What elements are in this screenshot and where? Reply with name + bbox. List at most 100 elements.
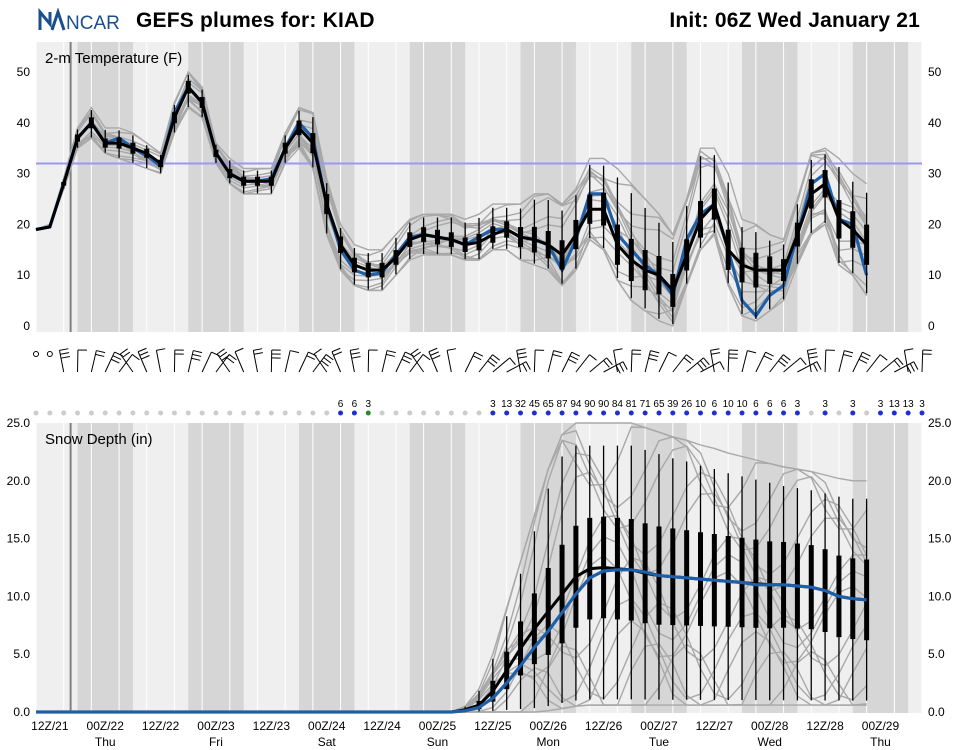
- y-tick-label: 10: [928, 268, 942, 282]
- wind-barb: [409, 354, 431, 373]
- ncar-logo-icon: [38, 8, 66, 31]
- wind-barb: [783, 357, 807, 373]
- probability-dot: [296, 410, 302, 416]
- probability-label: 71: [640, 399, 652, 410]
- wind-barb: [880, 357, 904, 373]
- probability-label: 90: [598, 399, 610, 410]
- probability-dot: [614, 410, 620, 416]
- wind-barb: [118, 354, 140, 373]
- wind-barb: [806, 348, 818, 373]
- x-day-label: Wed: [757, 735, 781, 749]
- y-tick-label: 10.0: [7, 589, 31, 603]
- probability-dot: [324, 410, 330, 416]
- probability-label: 13: [501, 399, 513, 410]
- wind-barb: [516, 348, 528, 373]
- probability-dot: [476, 410, 482, 416]
- time-axis: 12Z/21 00Z/22 Thu 12Z/22 00Z/23 Fri 12Z/23 00Z/…: [31, 719, 899, 749]
- probability-dot: [227, 410, 233, 416]
- probability-dot: [836, 410, 842, 416]
- probability-label: 10: [723, 399, 735, 410]
- probability-dot: [434, 410, 440, 416]
- night-band: [409, 423, 466, 713]
- wind-barb: [589, 357, 613, 373]
- probability-dot: [781, 410, 787, 416]
- y-tick-label: 5.0: [928, 647, 945, 661]
- probability-dot: [88, 410, 94, 416]
- y-tick-label: 50: [928, 65, 942, 79]
- wind-barb: [478, 354, 500, 373]
- x-tick-label: 00Z/25: [419, 719, 457, 733]
- wind-barb: [644, 350, 660, 373]
- ncar-logo: NCAR: [38, 8, 120, 34]
- probability-label: 3: [850, 399, 856, 410]
- probability-dot: [850, 410, 856, 416]
- night-band: [852, 423, 909, 713]
- probability-dot: [739, 410, 745, 416]
- wind-barb: [312, 354, 334, 373]
- x-tick-label: 12Z/23: [253, 719, 291, 733]
- wind-barb: [727, 349, 738, 373]
- probability-dot: [462, 410, 468, 416]
- x-tick-label: 00Z/28: [751, 719, 789, 733]
- wind-barb: [137, 347, 150, 373]
- night-band: [299, 423, 355, 713]
- probability-dot: [255, 410, 260, 416]
- probability-label: 84: [612, 399, 624, 410]
- probability-dot: [573, 410, 579, 416]
- probability-dot: [241, 410, 247, 416]
- probability-dot: [171, 410, 177, 416]
- probability-dot: [130, 410, 136, 416]
- probability-dot: [282, 410, 288, 416]
- wind-barb: [769, 354, 791, 373]
- wind-barb: [603, 361, 628, 374]
- probability-dot: [891, 410, 897, 416]
- x-tick-label: 00Z/29: [862, 719, 900, 733]
- wind-barb: [464, 351, 484, 373]
- probability-label: 39: [667, 399, 679, 410]
- y-tick-label: 20: [17, 217, 31, 231]
- probability-dot: [351, 410, 357, 416]
- wind-barbs: [33, 347, 932, 374]
- x-tick-label: 00Z/27: [640, 719, 678, 733]
- y-tick-label: 5.0: [13, 647, 30, 661]
- night-band: [188, 423, 244, 713]
- probability-label: 10: [695, 399, 707, 410]
- probability-label: 6: [767, 399, 773, 410]
- probability-dot: [905, 410, 911, 416]
- y-tick-label: 30: [928, 167, 942, 181]
- probability-dot: [338, 410, 344, 416]
- x-tick-label: 12Z/22: [142, 719, 180, 733]
- probability-label: 65: [543, 399, 555, 410]
- wind-barb: [155, 348, 166, 373]
- probability-dot: [559, 410, 565, 416]
- wind-barb: [331, 347, 342, 373]
- probability-dot: [698, 410, 703, 416]
- snow-panel-title: Snow Depth (in): [45, 431, 153, 448]
- x-day-label: Thu: [95, 735, 116, 749]
- wind-barb: [77, 349, 87, 373]
- probability-dot: [531, 410, 537, 416]
- iqr-box: [864, 559, 870, 641]
- wind-barb: [58, 348, 70, 373]
- wind-barb: [824, 349, 835, 373]
- probability-dot: [407, 410, 413, 416]
- wind-barb: [252, 348, 263, 373]
- page-title: GEFS plumes for: KIAD: [136, 9, 375, 32]
- snow-depth-panel: Snow Depth (in) 0.0 5.0 10.0 15.0 20.0 25.0 0…: [7, 416, 952, 749]
- x-tick-label: 12Z/24: [363, 719, 401, 733]
- snow-left-axis: 0.0 5.0 10.0 15.0 20.0 25.0: [7, 416, 31, 719]
- probability-label: 90: [584, 399, 596, 410]
- probability-dot: [310, 410, 316, 416]
- probability-dot: [753, 410, 759, 416]
- night-band: [520, 42, 576, 332]
- wind-barb: [270, 349, 281, 373]
- temperature-panel: 2-m Temperature (F) 0 10 20 30 40 50 0 10 20 30 4…: [17, 42, 942, 333]
- probability-label: 26: [681, 399, 693, 410]
- wind-barb: [173, 349, 184, 373]
- night-band: [409, 42, 466, 332]
- wind-barb: [381, 350, 396, 373]
- snow-mean-layer: [36, 568, 867, 714]
- probability-label: 3: [795, 399, 801, 410]
- x-day-label: Fri: [209, 735, 223, 749]
- wind-barb: [547, 350, 563, 373]
